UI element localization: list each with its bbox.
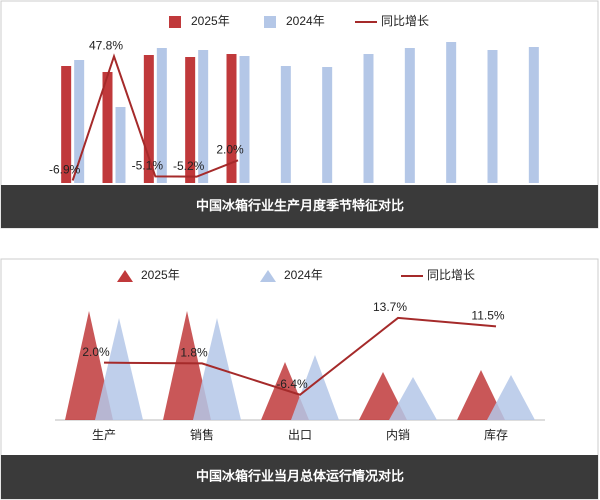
triangle [163, 311, 211, 420]
bar [528, 47, 539, 183]
chart-title: 中国冰箱行业生产月度季节特征对比 [196, 198, 404, 213]
data-label: -5.2% [173, 159, 205, 173]
bar [226, 54, 237, 183]
legend-label: 2025年 [141, 268, 180, 282]
data-label: 13.7% [373, 300, 407, 314]
legend-swatch [260, 270, 276, 282]
data-label: 2.0% [82, 345, 110, 359]
data-label: 1.8% [180, 346, 208, 360]
triangle [389, 377, 437, 420]
legend-label: 2025年 [191, 14, 230, 28]
data-label: -5.1% [132, 159, 164, 173]
data-label: 47.8% [89, 38, 123, 52]
data-label: -6.9% [49, 163, 81, 177]
legend-swatch [117, 270, 133, 282]
title-bar [1, 185, 598, 228]
x-tick-label: 内销 [386, 428, 410, 442]
bar [185, 57, 196, 183]
triangle [95, 318, 143, 420]
bar [61, 66, 72, 183]
bar [404, 48, 415, 183]
triangle [291, 355, 339, 420]
triangle [65, 311, 113, 420]
legend-label: 2024年 [284, 268, 323, 282]
x-tick-label: 库存 [484, 427, 508, 442]
bar [156, 48, 167, 183]
data-label: 11.5% [471, 308, 504, 322]
triangle [457, 370, 505, 420]
bar [487, 50, 498, 183]
triangle [487, 375, 535, 420]
bar [115, 107, 126, 183]
bar [280, 66, 291, 183]
legend-label: 2024年 [286, 14, 325, 28]
x-tick-label: 销售 [190, 427, 214, 442]
data-label: -6.4% [276, 377, 308, 391]
x-tick-label: 生产 [92, 428, 116, 442]
legend-label: 同比增长 [381, 14, 429, 28]
bar [102, 72, 113, 183]
line [103, 316, 497, 396]
bar [198, 50, 209, 183]
triangle [359, 372, 407, 420]
line [71, 53, 239, 181]
data-label: 2.0% [216, 142, 244, 156]
chart-title: 中国冰箱行业当月总体运行情况对比 [196, 468, 404, 483]
legend-label: 同比增长 [427, 268, 475, 282]
bar [322, 67, 333, 183]
bar [74, 60, 85, 183]
bar [239, 56, 250, 183]
title-bar [1, 455, 598, 499]
bar [363, 54, 374, 183]
bar [143, 55, 154, 183]
legend-swatch [169, 16, 181, 28]
bar [446, 42, 457, 183]
legend-swatch [264, 16, 276, 28]
x-tick-label: 出口 [288, 428, 312, 442]
